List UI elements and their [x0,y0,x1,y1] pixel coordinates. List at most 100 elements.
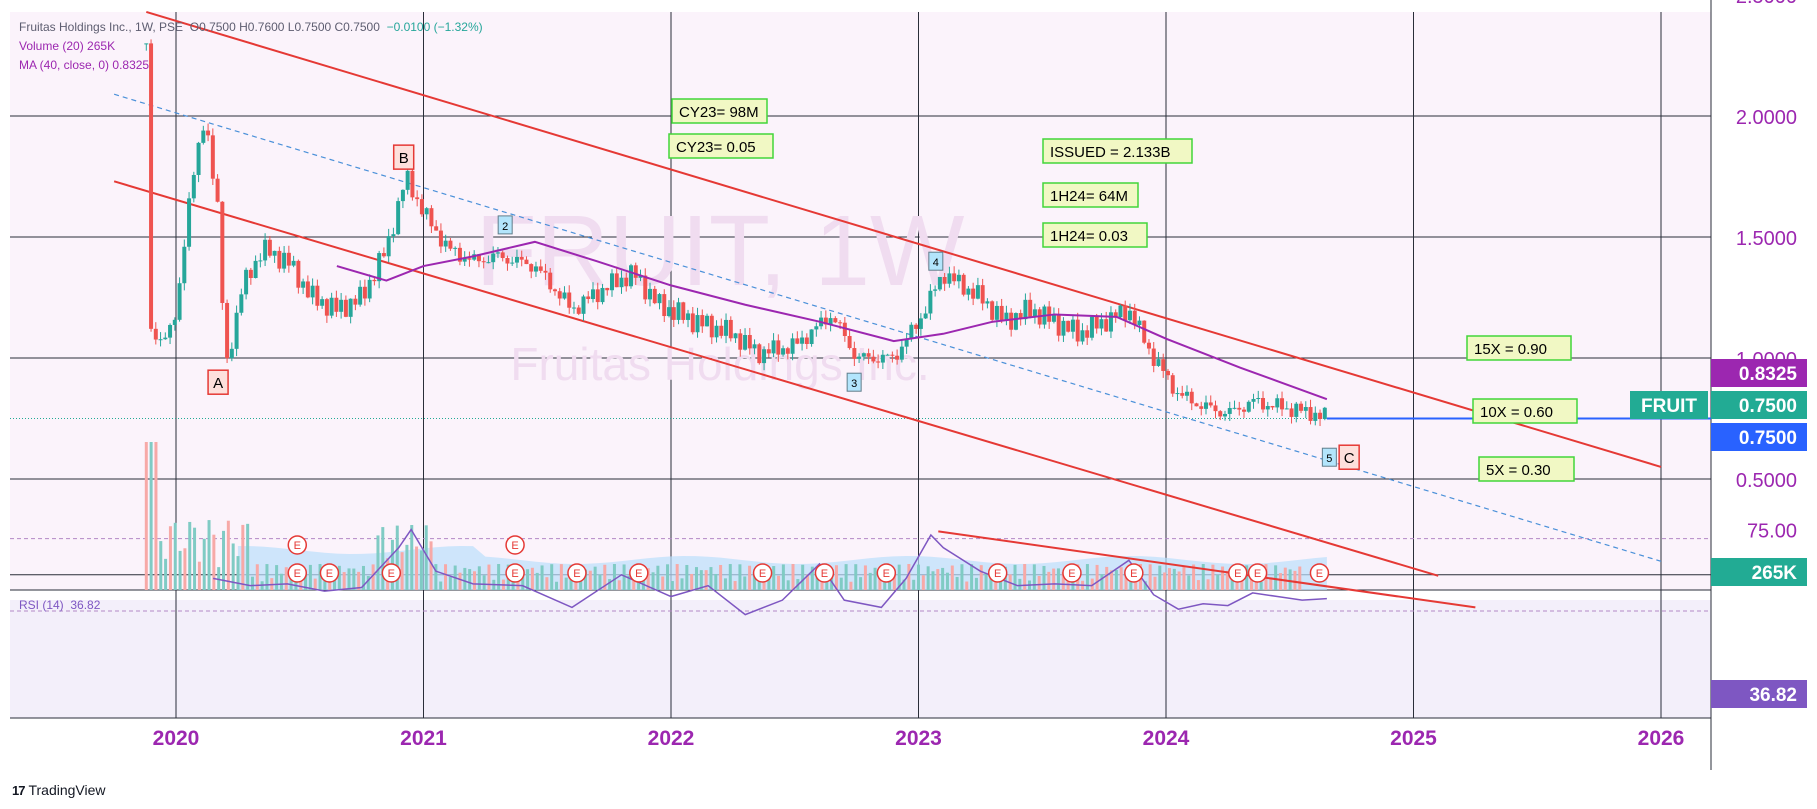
legend-rsi[interactable]: RSI (14) 36.82 [19,598,100,612]
annotation-text: ISSUED = 2.133B [1050,144,1170,161]
candle-body [1108,312,1113,332]
volume-bar [622,564,626,590]
volume-bar [912,579,916,590]
y-tick-label: 2.5000 [1736,0,1797,8]
tradingview-brand[interactable]: 17 TradingView [12,782,106,798]
candle-body [790,338,795,354]
candle-body [648,288,653,300]
candle-body [733,333,738,339]
candle-body [391,234,396,237]
legend-main[interactable]: Fruitas Holdings Inc., 1W, PSE O0.7500 H… [19,18,483,37]
volume-bar [743,576,747,590]
volume-bar [217,567,221,590]
candle-body [1227,408,1232,414]
volume-bar [666,564,670,590]
annotation-text: CY23= 98M [679,104,759,121]
candle-body [804,337,809,344]
volume-bar [357,571,361,590]
candle-body [719,325,724,336]
candle-body [1265,406,1270,410]
candle-body [605,287,610,291]
candle-body [182,246,187,284]
annotation-text: 10X = 0.60 [1480,404,1553,421]
volume-bar [188,521,192,590]
volume-bar [1211,564,1215,590]
channel-line [146,10,1662,468]
price-badge [1711,558,1807,586]
volume-bar [593,566,597,590]
legend-volume[interactable]: Volume (20) 265K [19,37,483,56]
candle-body [1284,408,1289,410]
wave-label-text: 3 [851,378,857,390]
legend-symbol: Fruitas Holdings Inc., 1W, PSE [19,20,184,34]
rsi-pane[interactable] [10,600,1711,718]
candle-body [286,252,291,266]
candle-body [743,335,748,350]
volume-bar [1105,566,1109,590]
volume-bar [1013,564,1017,590]
volume-bar [222,530,226,590]
volume-bar [781,564,785,590]
volume-bar [907,564,911,590]
candle-body [438,230,443,247]
candle-body [600,287,605,303]
earnings-label: E [1130,568,1137,580]
candle-body [652,288,657,304]
earnings-icon [1062,563,1082,583]
candle-body [1318,412,1323,419]
candle-body [1127,310,1132,321]
earnings-label: E [821,568,828,580]
earnings-icon [381,563,402,583]
volume-bar [791,564,795,590]
candle-body [795,338,800,344]
earnings-icon [1228,563,1248,583]
volume-bar [902,579,906,590]
earnings-icon [287,535,308,555]
volume-bar [1032,564,1036,590]
volume-bar [974,577,978,590]
volume-bar [275,565,279,590]
volume-bar [588,570,592,590]
candle-body [1118,305,1123,318]
volume-bar [178,550,182,590]
volume-bar [834,565,838,590]
legend-ma[interactable]: MA (40, close, 0) 0.8325 [19,56,483,75]
candle-body [681,302,686,320]
volume-bar [212,534,216,590]
candle-body [424,208,429,215]
candle-body [495,252,500,254]
volume-bar [1071,576,1075,590]
candle-body [1299,403,1304,411]
volume-bar [1187,575,1191,590]
volume-bar [1177,571,1181,590]
volume-bar [839,577,843,590]
candle-body [1070,319,1075,332]
candle-body [871,356,876,362]
volume-bar [612,564,616,590]
candle-body [619,277,624,288]
volume-bar [347,568,351,590]
volume-bar [1158,565,1162,590]
volume-bar [376,535,380,590]
earnings-label: E [635,568,642,580]
main-pane[interactable] [10,12,1711,590]
candle-body [975,285,980,299]
volume-bar [497,564,501,590]
candle-body [861,353,866,357]
volume-bar [917,564,920,590]
candle-body [1013,313,1018,330]
candle-body [1256,397,1261,399]
x-tick-label: 2020 [153,727,200,750]
wave-label-box [392,144,415,170]
volume-bar [144,442,148,590]
candle-body [415,197,420,200]
candle-body [1203,402,1208,409]
annotation-text: 5X = 0.30 [1486,462,1551,479]
candle-body [291,260,296,266]
volume-bar [1095,564,1099,590]
volume-bar [892,575,896,590]
candle-body [1099,319,1104,329]
candle-body [1075,319,1080,342]
volume-bar [1201,564,1205,590]
annotation-box [1042,222,1148,248]
